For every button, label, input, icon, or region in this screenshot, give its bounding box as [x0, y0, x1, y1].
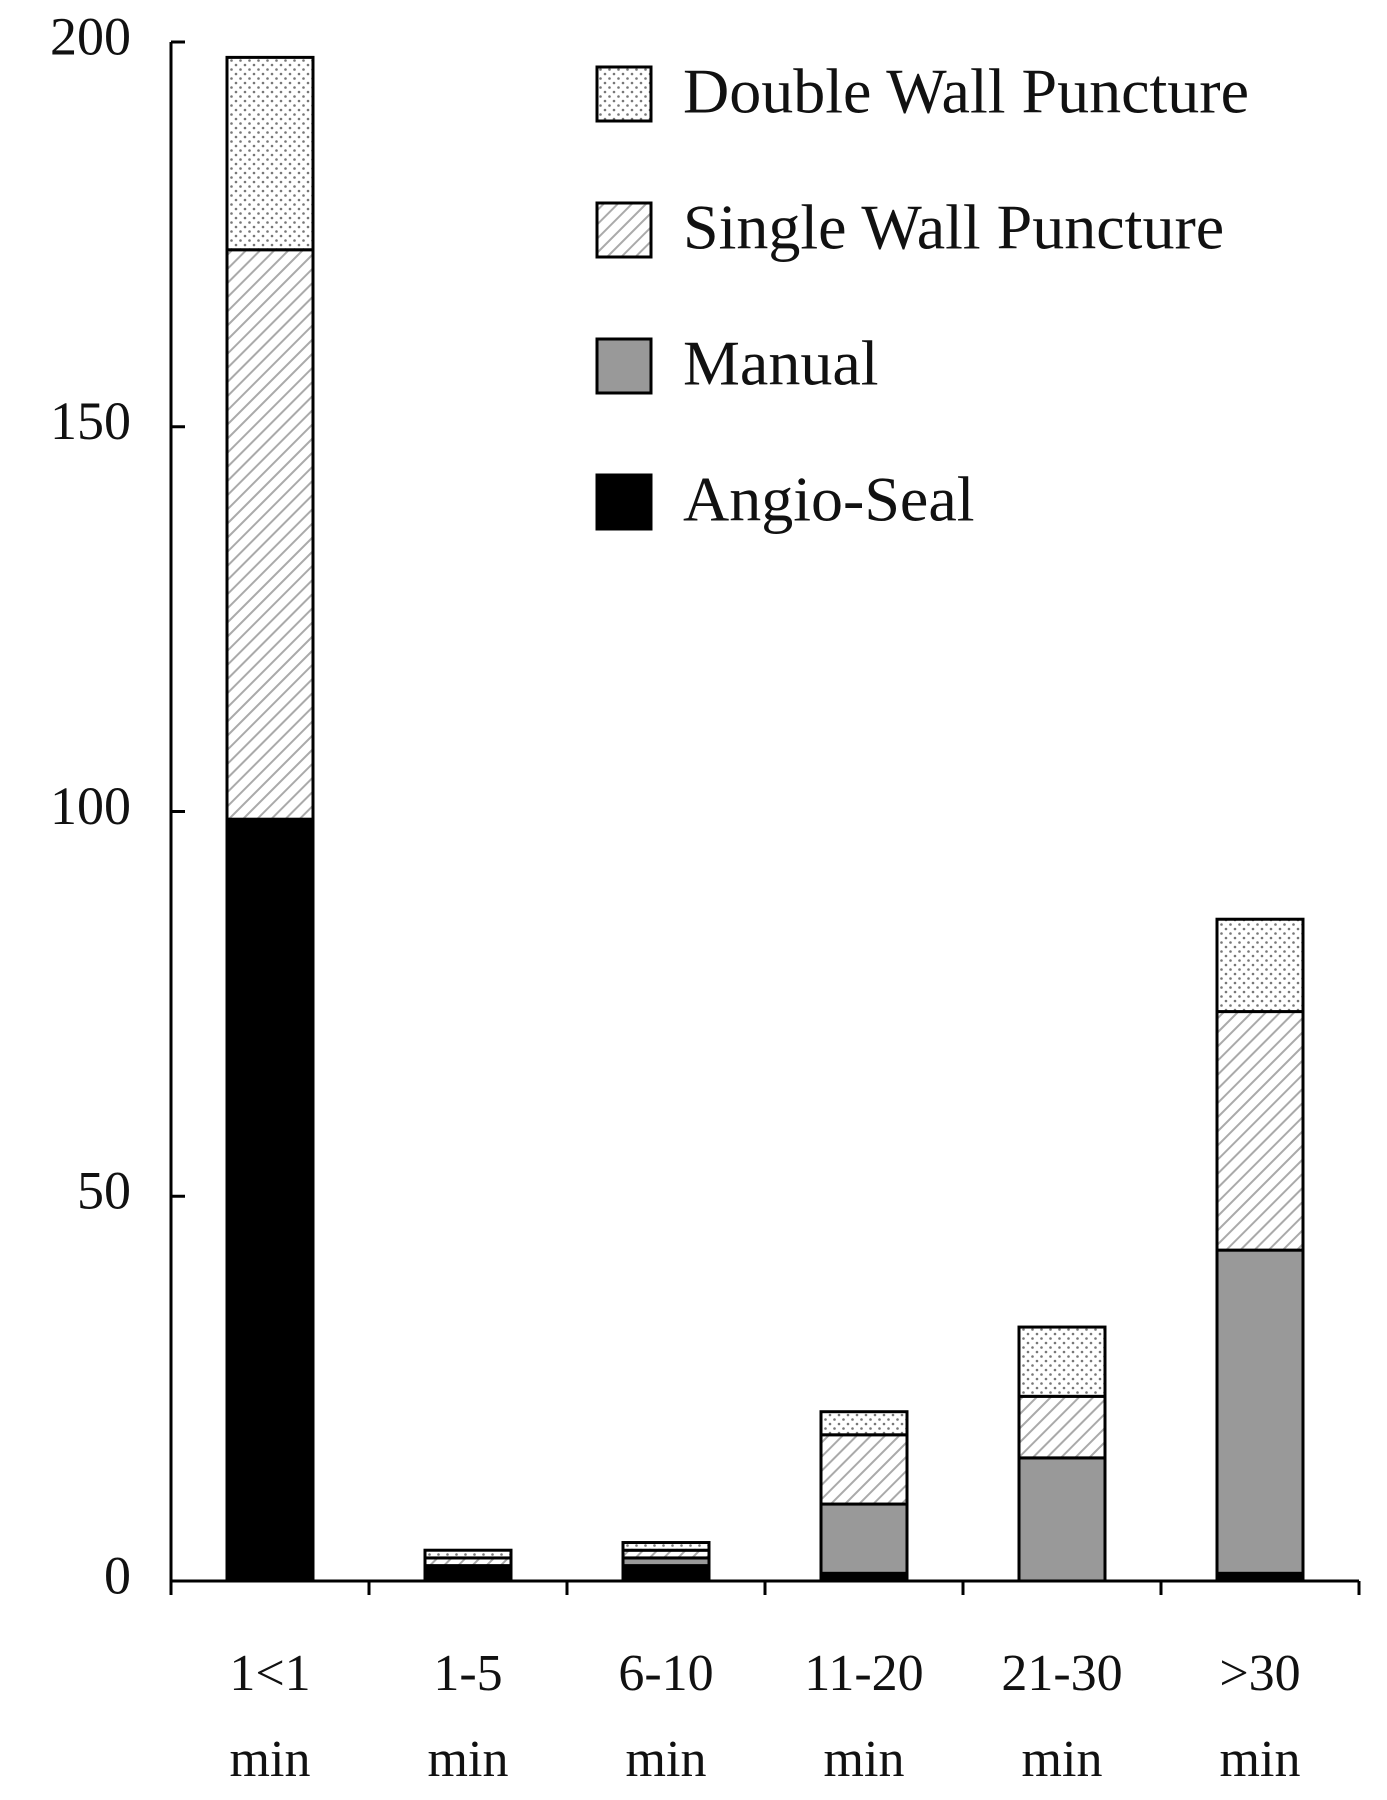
bar-segment: [1215, 1010, 1305, 1252]
x-tick-label: min: [626, 1731, 707, 1788]
legend-swatch: [595, 65, 653, 123]
x-tick-label: min: [230, 1731, 311, 1788]
x-tick-label: 1<1: [229, 1645, 310, 1702]
bar-segment: [423, 1564, 513, 1583]
y-tick-label: 0: [104, 1545, 131, 1605]
y-tick-label: 100: [50, 776, 131, 836]
bar-segment: [1215, 917, 1305, 1014]
bar-segment: [225, 817, 315, 1583]
x-tick-label: min: [428, 1731, 509, 1788]
bar-segment: [1215, 1248, 1305, 1575]
x-tick-label: 11-20: [804, 1645, 923, 1702]
legend-label: Angio-Seal: [683, 464, 975, 535]
y-tick-label: 50: [77, 1161, 131, 1221]
legend-label: Single Wall Puncture: [683, 192, 1224, 263]
bar-segment: [621, 1564, 711, 1583]
bar-segment: [819, 1502, 909, 1575]
bar-segment: [225, 55, 315, 252]
bar-segment: [423, 1548, 513, 1560]
legend-label: Double Wall Puncture: [683, 56, 1249, 127]
legend-swatch: [595, 201, 653, 259]
bar-segment: [1017, 1325, 1107, 1398]
bar-segment: [819, 1410, 909, 1437]
bar-segment: [819, 1433, 909, 1506]
x-tick-label: 1-5: [433, 1645, 502, 1702]
x-tick-label: >30: [1219, 1645, 1300, 1702]
x-tick-label: min: [1022, 1731, 1103, 1788]
bar-segment: [1017, 1456, 1107, 1583]
x-tick-label: min: [824, 1731, 905, 1788]
bar-segment: [1017, 1394, 1107, 1460]
bar-segment: [225, 248, 315, 821]
legend-swatch: [595, 337, 653, 395]
bar-segment: [621, 1541, 711, 1552]
y-tick-label: 150: [50, 391, 131, 451]
y-tick-label: 200: [50, 6, 131, 66]
legend-swatch: [595, 473, 653, 531]
x-tick-label: 21-30: [1001, 1645, 1122, 1702]
x-tick-label: 6-10: [618, 1645, 713, 1702]
legend-label: Manual: [683, 328, 879, 399]
x-tick-label: min: [1220, 1731, 1301, 1788]
